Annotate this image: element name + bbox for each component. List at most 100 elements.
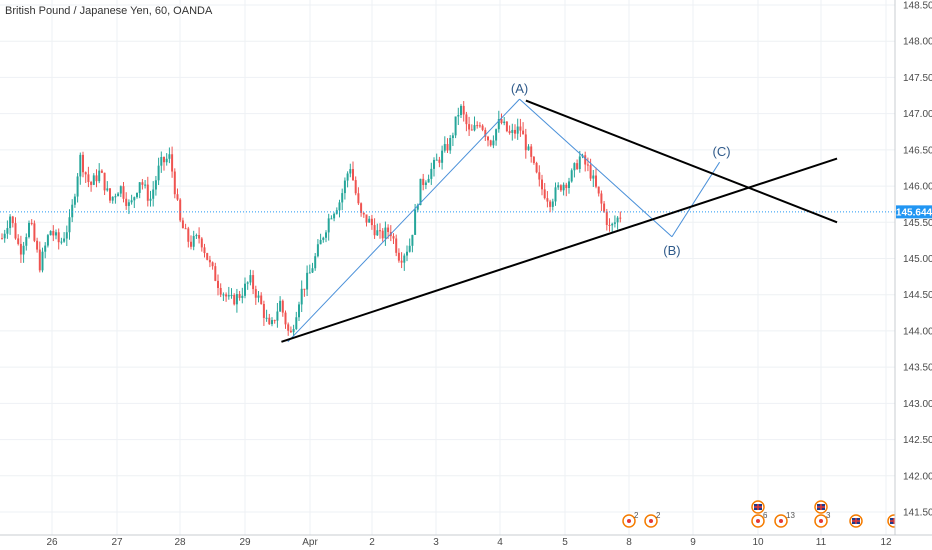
candle-body [557, 185, 560, 188]
candle-body [306, 272, 309, 290]
candle-body [146, 184, 149, 201]
price-tick-label: 147.500 [903, 73, 932, 84]
candle-body [554, 187, 557, 202]
candle-body [584, 155, 587, 165]
candle-body [176, 194, 179, 200]
wave-lines[interactable] [287, 98, 720, 343]
candle-body [184, 228, 187, 230]
candle-body [117, 193, 120, 197]
candle-body [559, 185, 562, 191]
candle-body [573, 163, 576, 171]
price-tick-label: 148.000 [903, 37, 932, 48]
candle-body [435, 159, 438, 161]
candle-body [200, 238, 203, 248]
trendline[interactable] [525, 99, 838, 224]
candle-body [341, 193, 344, 203]
candle-body [260, 295, 263, 304]
trendline[interactable] [281, 157, 838, 343]
event-markers[interactable]: 2 2 6 13 3 [622, 500, 901, 528]
candle-body [578, 156, 581, 170]
candle-body [203, 247, 206, 254]
candle-body [246, 282, 249, 284]
candle-body [546, 198, 549, 202]
candle-body [68, 217, 71, 233]
candle-body [505, 121, 508, 132]
candle-body [238, 294, 241, 298]
wave-segment[interactable] [671, 161, 720, 238]
candle-body [613, 222, 616, 224]
candle-body [125, 198, 128, 206]
candle-body [25, 237, 28, 246]
candle-body [138, 182, 141, 193]
candle-body [551, 201, 554, 207]
candle-body [160, 157, 163, 166]
candle-body [503, 121, 506, 124]
trendlines[interactable] [281, 99, 838, 343]
candle-body [565, 184, 568, 188]
time-axis[interactable]: 26 27 28 29 Apr 2 3 4 5 8 9 10 11 12 [46, 537, 892, 548]
candle-body [414, 209, 417, 235]
price-tick-label: 144.000 [903, 326, 932, 337]
candle-body [376, 230, 379, 236]
candle-body [314, 256, 317, 269]
candle-body [368, 218, 371, 223]
candle-body [357, 193, 360, 204]
candle-body [44, 245, 47, 252]
candle-body [338, 202, 341, 211]
candle-body [424, 182, 427, 185]
candle-body [619, 217, 622, 219]
candle-body [71, 204, 74, 218]
candle-body [57, 232, 60, 243]
candle-body [308, 272, 311, 274]
candle-body [241, 295, 244, 298]
candle-body [379, 230, 381, 232]
candle-body [92, 175, 95, 185]
price-tick-label: 147.000 [903, 109, 932, 120]
event-dot [649, 519, 653, 523]
grid [0, 0, 895, 535]
candle-body [406, 251, 408, 256]
candle-body [265, 317, 268, 319]
candle-body [530, 146, 533, 157]
wave-segment[interactable] [287, 98, 520, 343]
candle-body [206, 253, 209, 260]
candle-body [28, 222, 30, 238]
price-tick-label: 145.000 [903, 254, 932, 265]
candle-body [9, 216, 12, 229]
price-axis[interactable]: 141.500 142.000 142.500 143.000 143.500 144.0… [903, 1, 932, 519]
candle-body [222, 294, 225, 296]
candle-body [19, 243, 22, 255]
candle-body [430, 168, 433, 179]
candle-body [225, 294, 228, 297]
price-tick-label: 143.000 [903, 399, 932, 410]
candle-body [516, 126, 519, 134]
candle-body [497, 119, 500, 130]
candle-body [438, 159, 441, 163]
wave-segment[interactable] [519, 98, 673, 238]
candle-body [3, 233, 6, 239]
candle-body [281, 300, 284, 313]
candle-body [514, 129, 516, 134]
time-tick-label: 27 [111, 537, 123, 548]
candle-body [451, 135, 454, 139]
candle-body [570, 170, 573, 182]
candle-body [227, 295, 230, 297]
candle-body [300, 288, 303, 305]
candle-body [397, 252, 400, 261]
candle-body [319, 239, 322, 245]
candle-body [543, 189, 546, 199]
candle-body [60, 241, 63, 243]
candle-body [109, 188, 111, 201]
time-tick-label: 8 [626, 537, 632, 548]
candle-body [244, 283, 246, 296]
candle-body [370, 218, 373, 226]
candle-body [149, 198, 152, 201]
candle-body [127, 202, 130, 206]
chart-title: British Pound / Japanese Yen, 60, OANDA [5, 5, 213, 17]
candle-body [535, 162, 538, 173]
candle-body [1, 238, 3, 240]
wave-label: (C) [713, 144, 731, 159]
candle-body [82, 154, 84, 173]
